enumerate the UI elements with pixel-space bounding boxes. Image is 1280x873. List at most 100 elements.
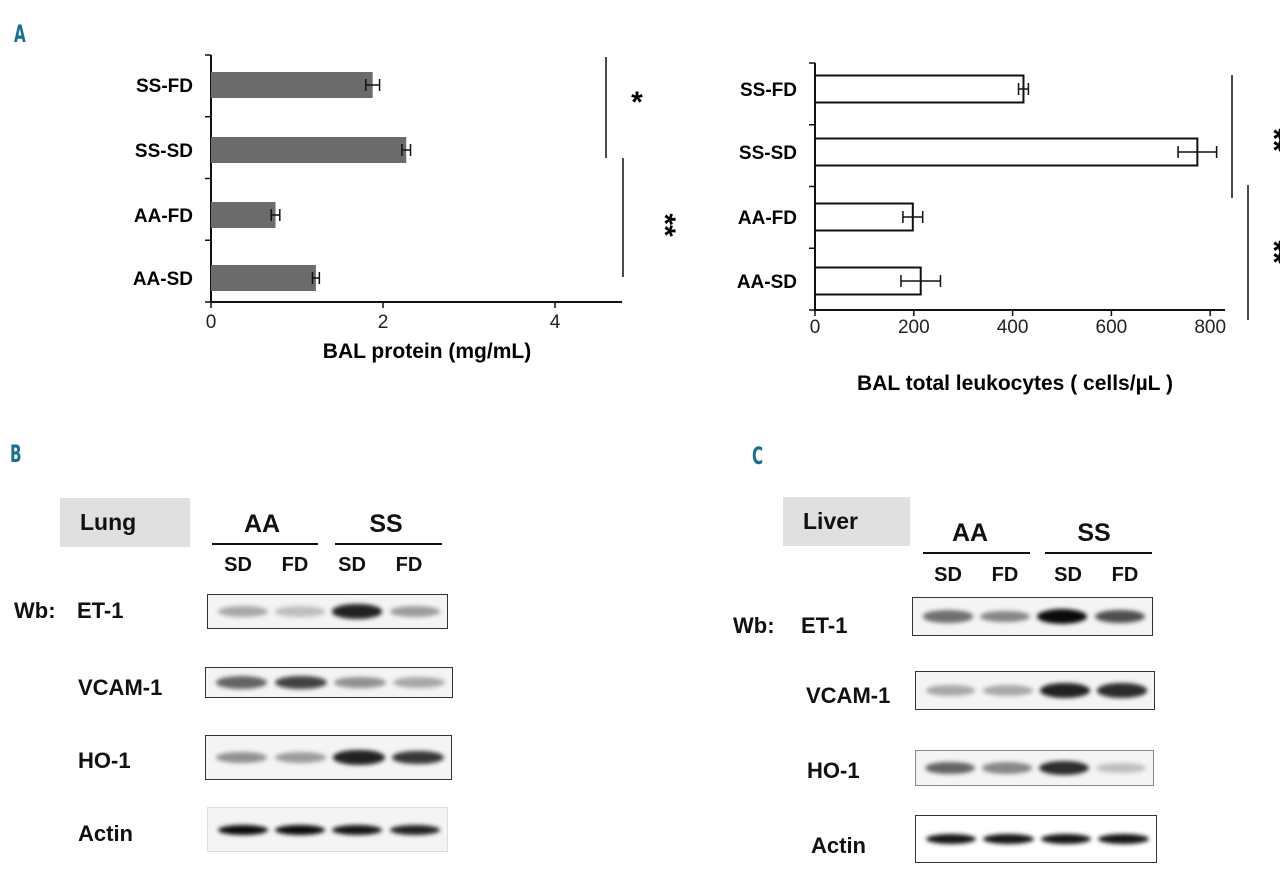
blot-band	[217, 606, 268, 617]
group-line-ss	[335, 543, 442, 545]
bar-aa-fd	[814, 202, 914, 232]
blot-band	[332, 604, 383, 619]
row-label-et1: ET-1	[77, 598, 124, 623]
blot-band	[332, 824, 383, 835]
bar-aa-sd	[211, 265, 316, 291]
x-axis-label: BAL protein (mg/mL)	[323, 340, 531, 363]
x-tick-label: 2	[378, 312, 389, 333]
lane-label: FD	[395, 554, 423, 576]
category-label: SS-FD	[136, 76, 193, 97]
blot-band	[392, 750, 444, 765]
blot-liver-ho1	[915, 750, 1154, 786]
blot-band	[333, 750, 385, 765]
bar-ss-sd	[814, 137, 1199, 167]
blot-band	[1094, 609, 1145, 624]
group-line-aa	[212, 543, 318, 545]
group-label-ss: SS	[369, 510, 403, 538]
lane-label: SD	[224, 554, 252, 576]
significance-label: *	[631, 86, 643, 119]
category-label: SS-SD	[135, 141, 193, 162]
tissue-label-lung: Lung	[60, 498, 190, 547]
blot-band	[274, 675, 327, 690]
panel-label-b: B	[10, 440, 22, 468]
blot-band	[1040, 834, 1092, 844]
x-tick-label: 800	[1194, 317, 1226, 338]
blot-band	[922, 610, 973, 623]
group-label-aa: AA	[243, 510, 281, 538]
x-tick-label: 400	[997, 317, 1029, 338]
x-tick-label: 600	[1096, 317, 1128, 338]
category-label: SS-SD	[739, 143, 797, 164]
blot-band	[215, 751, 268, 764]
row-label-vcam1: VCAM-1	[806, 683, 891, 708]
blot-lung-ho1	[205, 735, 452, 780]
x-tick-label: 200	[898, 317, 930, 338]
row-label-vcam1: VCAM-1	[78, 675, 163, 700]
blot-liver-et1	[912, 597, 1153, 636]
row-label-et1: ET-1	[801, 613, 848, 638]
blot-band	[925, 761, 976, 775]
row-label-actin: Actin	[78, 821, 133, 846]
blot-band	[982, 762, 1033, 774]
bar-aa-fd	[211, 202, 276, 228]
blot-lung-et1	[207, 594, 448, 629]
group-label-aa: AA	[951, 519, 989, 547]
blot-band	[1098, 834, 1149, 844]
blot-band	[925, 834, 976, 844]
tissue-label-liver: Liver	[783, 497, 910, 546]
lane-label: FD	[1111, 564, 1139, 586]
category-label: AA-FD	[134, 206, 193, 227]
category-label: AA-SD	[737, 272, 797, 293]
blot-band	[1096, 762, 1146, 774]
blot-lung-actin	[207, 807, 448, 852]
blot-band	[983, 834, 1034, 844]
blot-band	[982, 685, 1033, 696]
significance-label: **	[1257, 128, 1280, 152]
blot-band	[1039, 760, 1089, 776]
group-line-ss	[1045, 552, 1152, 554]
x-axis-label: BAL total leukocytes ( cells/µL )	[857, 372, 1173, 395]
significance-label: **	[648, 213, 680, 237]
lane-label: FD	[991, 564, 1019, 586]
row-label-actin: Actin	[811, 833, 866, 858]
blot-band	[217, 824, 268, 835]
lane-label: FD	[281, 554, 309, 576]
bar-ss-fd	[814, 74, 1025, 104]
blot-band	[274, 751, 327, 764]
blot-band	[979, 610, 1031, 623]
blot-band	[215, 676, 268, 689]
category-label: SS-FD	[740, 80, 797, 101]
wb-prefix: Wb:	[14, 598, 56, 623]
bar-ss-sd	[211, 137, 407, 163]
blot-band	[389, 605, 440, 618]
group-line-aa	[923, 552, 1030, 554]
bal-protein-chart: 0 2 4 BAL protein (mg/mL) SS-FD SS-SD AA-FD AA-…	[133, 54, 680, 363]
x-tick-label: 0	[206, 312, 217, 333]
row-label-ho1: HO-1	[78, 748, 131, 773]
blot-band	[1096, 683, 1147, 698]
panel-label-c: C	[752, 442, 764, 470]
blot-band	[1037, 609, 1088, 624]
blot-band	[1039, 683, 1090, 698]
group-label-ss: SS	[1077, 519, 1111, 547]
blot-band	[392, 677, 445, 688]
panel-label-a: A	[14, 20, 26, 48]
bal-leukocytes-chart: 0 200 400 600 800 BAL total leukocytes ( cell…	[737, 62, 1280, 395]
blot-band	[925, 685, 976, 696]
bar-ss-fd	[211, 72, 373, 98]
lane-label: SD	[1054, 564, 1082, 586]
significance-label: **	[1257, 240, 1280, 264]
category-label: AA-FD	[738, 208, 797, 229]
row-label-ho1: HO-1	[807, 758, 860, 783]
blot-liver-actin	[915, 815, 1157, 863]
lane-label: SD	[338, 554, 366, 576]
x-tick-label: 0	[810, 317, 821, 338]
blot-band	[274, 824, 326, 835]
x-tick-label: 4	[550, 312, 561, 333]
lane-label: SD	[934, 564, 962, 586]
blot-band	[389, 824, 440, 835]
blot-band	[274, 606, 326, 617]
wb-prefix: Wb:	[733, 613, 775, 638]
category-label: AA-SD	[133, 269, 193, 290]
